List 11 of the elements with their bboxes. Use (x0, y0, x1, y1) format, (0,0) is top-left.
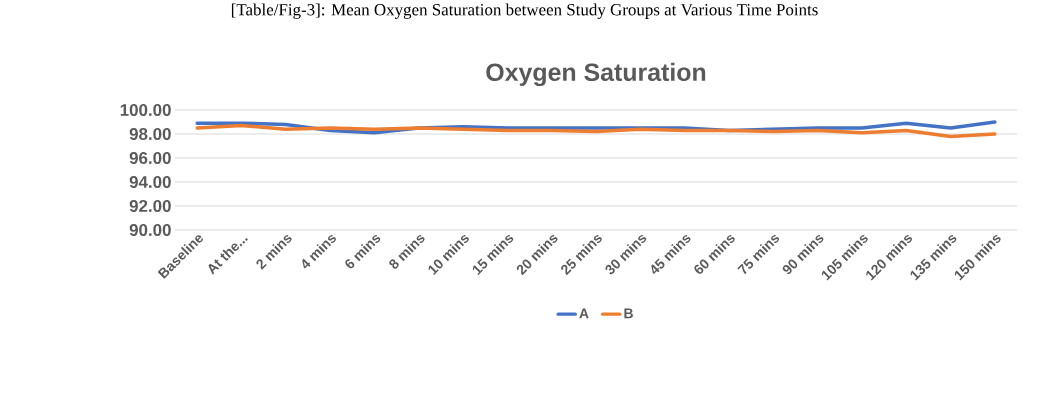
y-tick-label: 90.00 (129, 224, 171, 236)
legend-label: B (624, 308, 633, 319)
chart-title: Oxygen Saturation (486, 62, 706, 87)
legend-label: A (579, 308, 589, 319)
y-tick-label: 94.00 (129, 176, 171, 188)
y-tick-label: 100.00 (120, 104, 171, 116)
x-tick-label: At the... (208, 238, 248, 275)
y-tick-label: 96.00 (129, 152, 171, 164)
y-tick-label: 92.00 (129, 200, 171, 212)
text: [Table/Fig-3]: Mean Oxygen Saturation between Study Groups at Various Time Points (231, 3, 818, 19)
y-tick-label: 98.00 (129, 128, 171, 140)
